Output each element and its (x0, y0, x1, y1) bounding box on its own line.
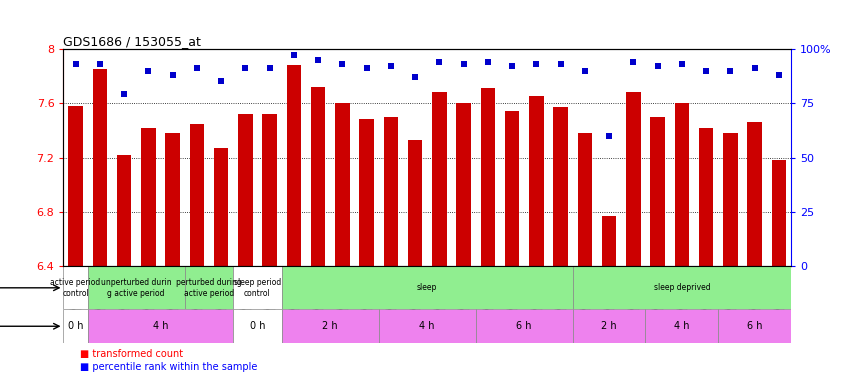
Text: 2 h: 2 h (602, 321, 617, 331)
Text: perturbed during
active period: perturbed during active period (176, 278, 242, 297)
Bar (408, 140, 422, 266)
Point (432, 59, 446, 65)
Text: sleep: sleep (417, 284, 437, 292)
Point (166, 72, 179, 78)
Point (651, 63, 664, 69)
Bar (262, 114, 277, 266)
Point (239, 65, 252, 71)
Point (409, 74, 422, 80)
Text: sleep deprived: sleep deprived (654, 284, 710, 292)
Bar (92, 69, 107, 266)
Text: unperturbed durin
g active period: unperturbed durin g active period (101, 278, 172, 297)
Bar (282, 266, 573, 309)
Point (505, 63, 519, 69)
Bar (475, 309, 573, 343)
Point (69, 61, 82, 67)
Point (93, 61, 107, 67)
Point (481, 59, 495, 65)
Point (311, 57, 325, 63)
Point (554, 61, 568, 67)
Bar (379, 309, 475, 343)
Point (118, 92, 131, 98)
Bar (233, 309, 282, 343)
Bar (63, 266, 88, 309)
Bar (214, 148, 228, 266)
Bar (190, 123, 204, 266)
Text: ■ transformed count: ■ transformed count (80, 350, 184, 359)
Bar (69, 106, 83, 266)
Bar (747, 122, 762, 266)
Bar (578, 133, 592, 266)
Text: sleep period
control: sleep period control (233, 278, 281, 297)
Bar (184, 266, 233, 309)
Point (263, 65, 277, 71)
Point (384, 63, 398, 69)
Bar (383, 117, 398, 266)
Point (723, 68, 737, 74)
Bar (456, 103, 471, 266)
Text: ■ percentile rank within the sample: ■ percentile rank within the sample (80, 363, 258, 372)
Bar (529, 96, 544, 266)
Text: 6 h: 6 h (747, 321, 762, 331)
Bar (432, 92, 447, 266)
Point (360, 65, 373, 71)
Bar (505, 111, 519, 266)
Bar (233, 266, 282, 309)
Point (700, 68, 713, 74)
Point (141, 68, 155, 74)
Bar (141, 128, 156, 266)
Bar (723, 133, 738, 266)
Point (578, 68, 591, 74)
Point (530, 61, 543, 67)
Point (336, 61, 349, 67)
Bar (645, 309, 718, 343)
Bar (718, 309, 791, 343)
Bar (335, 103, 349, 266)
Point (772, 72, 786, 78)
Text: 0 h: 0 h (68, 321, 83, 331)
Point (190, 65, 204, 71)
Bar (651, 117, 665, 266)
Bar (88, 309, 233, 343)
Bar (553, 107, 568, 266)
Bar (481, 88, 495, 266)
Bar (117, 155, 131, 266)
Bar (287, 65, 301, 266)
Bar (573, 309, 645, 343)
Text: 4 h: 4 h (674, 321, 689, 331)
Bar (674, 103, 689, 266)
Text: 2 h: 2 h (322, 321, 338, 331)
Bar (602, 216, 617, 266)
Bar (772, 160, 786, 266)
Bar (282, 309, 379, 343)
Text: 0 h: 0 h (250, 321, 265, 331)
Point (748, 65, 761, 71)
Bar (626, 92, 640, 266)
Point (287, 52, 300, 58)
Bar (238, 114, 253, 266)
Text: GDS1686 / 153055_at: GDS1686 / 153055_at (63, 34, 201, 48)
Bar (63, 309, 88, 343)
Point (627, 59, 640, 65)
Point (675, 61, 689, 67)
Bar (165, 133, 180, 266)
Text: 4 h: 4 h (420, 321, 435, 331)
Point (457, 61, 470, 67)
Bar (88, 266, 184, 309)
Bar (699, 128, 713, 266)
Bar (360, 119, 374, 266)
Text: 4 h: 4 h (153, 321, 168, 331)
Point (214, 78, 228, 84)
Bar (573, 266, 791, 309)
Text: 6 h: 6 h (517, 321, 532, 331)
Point (602, 133, 616, 139)
Bar (310, 87, 326, 266)
Text: active period
control: active period control (51, 278, 101, 297)
